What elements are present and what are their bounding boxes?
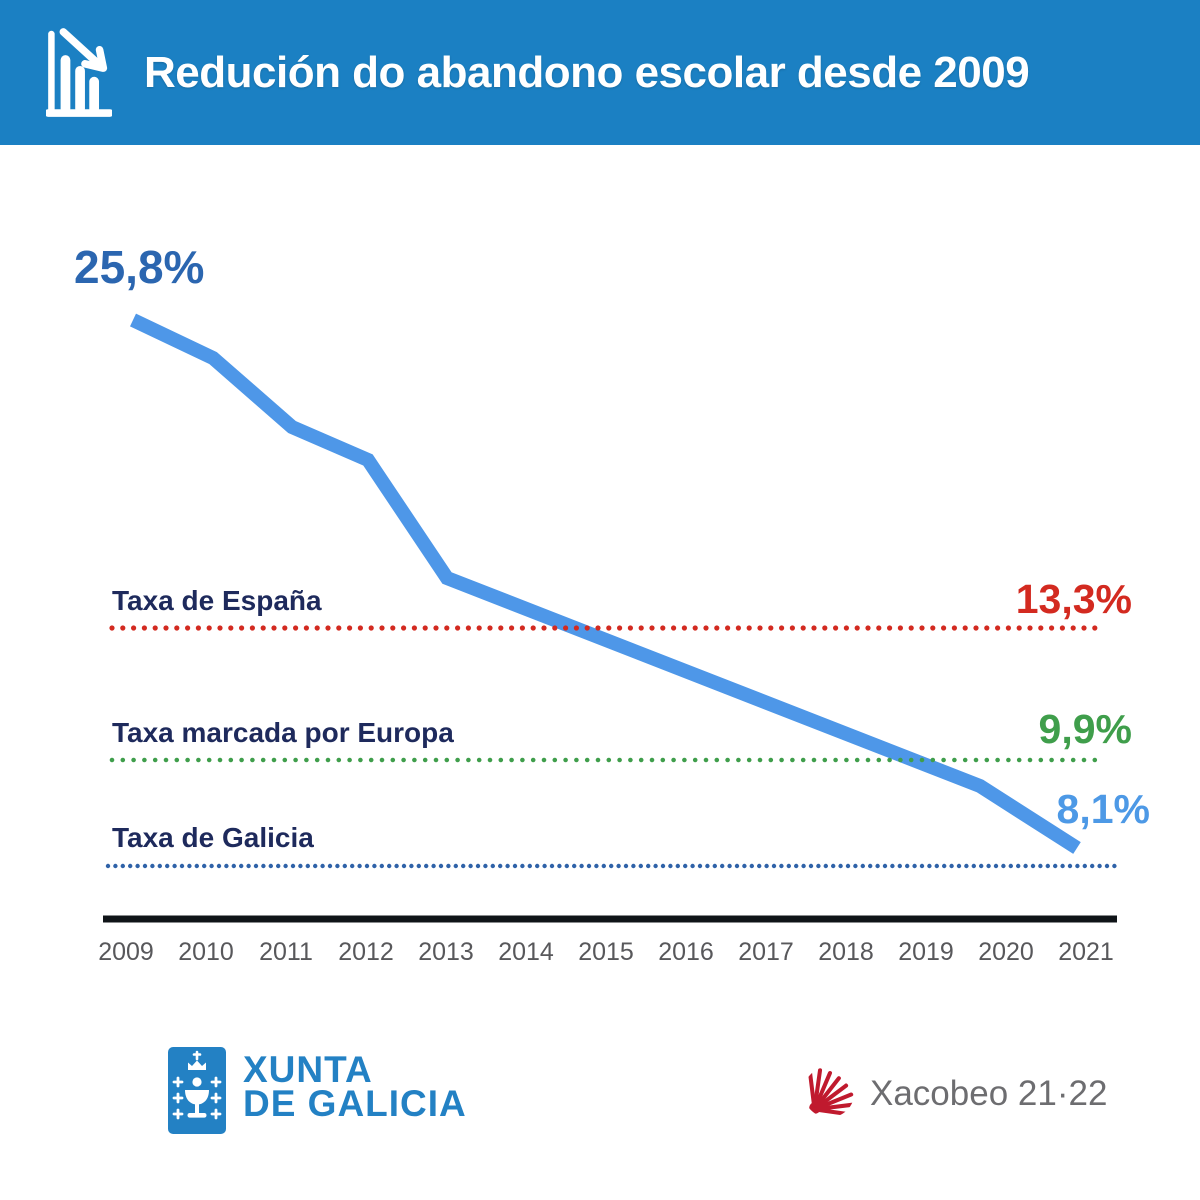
year-label: 2020 xyxy=(978,938,1034,966)
declining-bar-chart-icon xyxy=(46,27,112,117)
year-label: 2018 xyxy=(818,938,874,966)
year-label: 2009 xyxy=(98,938,154,966)
year-label: 2021 xyxy=(1058,938,1114,966)
xunta-line2: DE GALICIA xyxy=(243,1083,467,1124)
europe-target-value: 9,9% xyxy=(1038,706,1132,752)
start-value-label: 25,8% xyxy=(74,241,205,293)
spain-rate-label: Taxa de España xyxy=(112,585,322,616)
europe-target-label: Taxa marcada por Europa xyxy=(112,717,454,748)
year-label: 2014 xyxy=(498,938,554,966)
x-axis-labels: 2009 2010 2011 2012 2013 2014 2015 2016 2017 2018… xyxy=(86,938,1126,967)
page-title: Redución do abandono escolar desde 2009 xyxy=(144,47,1030,97)
year-label: 2012 xyxy=(338,938,394,966)
year-label: 2011 xyxy=(259,938,313,966)
year-label: 2017 xyxy=(738,938,794,966)
galicia-emblem-icon xyxy=(168,1047,226,1134)
year-label: 2010 xyxy=(178,938,234,966)
year-label: 2019 xyxy=(898,938,954,966)
xacobeo-shell-icon xyxy=(807,1068,855,1117)
year-label: 2016 xyxy=(658,938,714,966)
end-value-label: 8,1% xyxy=(1056,786,1150,832)
xunta-wordmark: XUNTA DE GALICIA xyxy=(243,1049,467,1134)
xunta-line1: XUNTA xyxy=(243,1049,373,1090)
year-label: 2013 xyxy=(418,938,474,966)
year-label: 2015 xyxy=(578,938,634,966)
spain-rate-value: 13,3% xyxy=(1015,576,1132,622)
galicia-rate-label: Taxa de Galicia xyxy=(112,822,314,853)
dropout-rate-line xyxy=(129,313,1081,854)
xunta-de-galicia-logo: XUNTA DE GALICIA xyxy=(168,1047,467,1134)
xacobeo-wordmark: Xacobeo 21·22 xyxy=(870,1074,1108,1113)
xacobeo-logo: Xacobeo 21·22 xyxy=(802,1064,1107,1122)
header: Redución do abandono escolar desde 2009 xyxy=(0,0,1200,145)
